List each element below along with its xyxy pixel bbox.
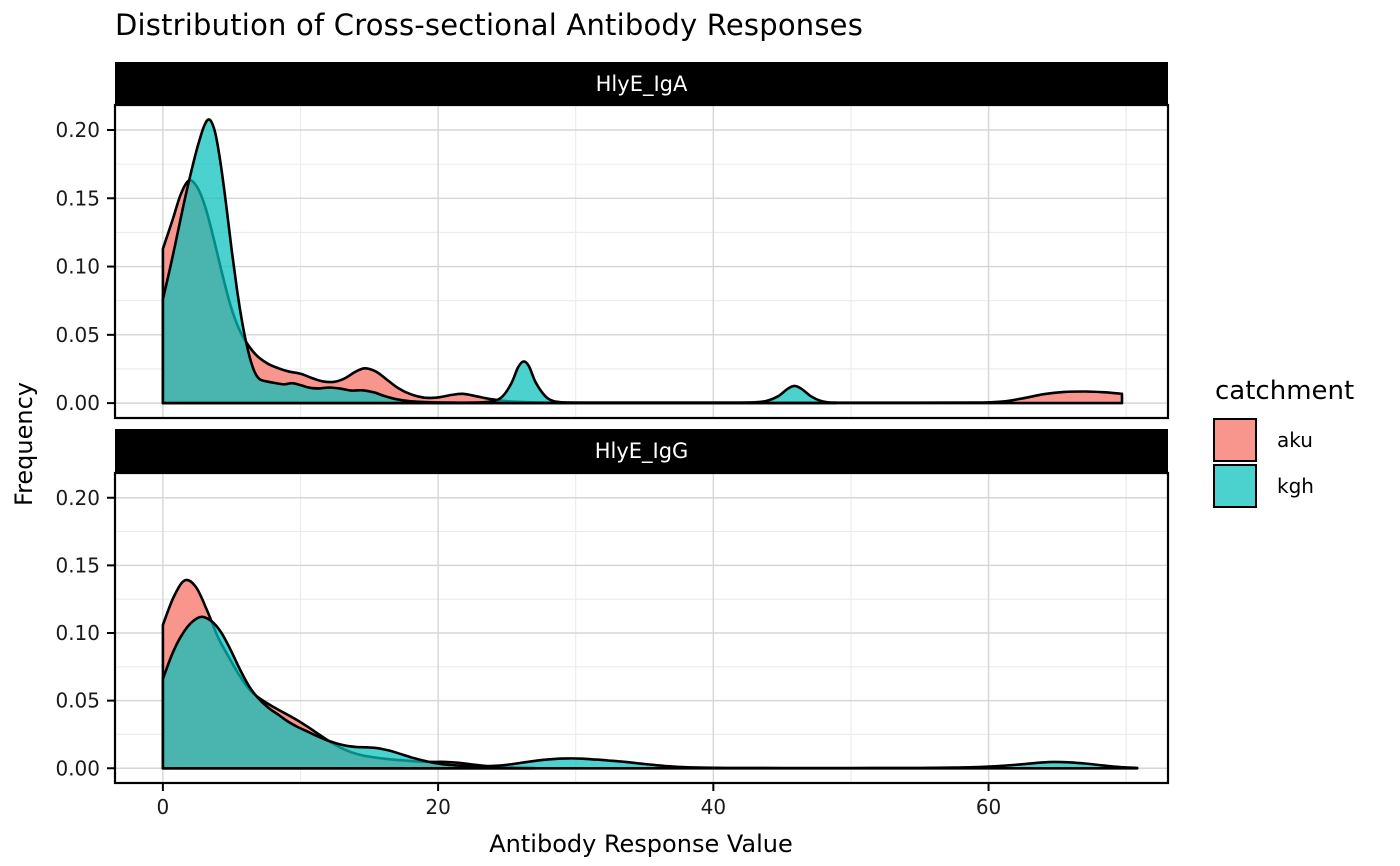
density-area-kgh-HlyE_IgG [161, 615, 1139, 770]
panel-background [115, 105, 1168, 418]
panel-border [113, 471, 1170, 785]
facet-panel-HlyE_IgG: 0.00 0.05 0.10 0.15 0.20 0 20 40 60 [55, 471, 1170, 819]
panel-border [113, 103, 1170, 420]
facet-strip-hlye-igg: HlyE_IgG [115, 429, 1168, 473]
y-tick-label: 0.10 [55, 621, 100, 645]
legend-label-aku: aku [1277, 428, 1313, 452]
legend-title: catchment [1215, 376, 1355, 406]
facet-strip-hlye-iga: HlyE_IgA [115, 62, 1168, 105]
legend-swatch-kgh [1213, 464, 1257, 508]
y-tick-label: 0.15 [55, 186, 100, 210]
x-axis-title: Antibody Response Value [489, 830, 793, 858]
facet-panel-HlyE_IgA: 0.00 0.05 0.10 0.15 0.20 [55, 103, 1170, 420]
plot-title: Distribution of Cross-sectional Antibody… [115, 8, 863, 42]
x-tick-label: 40 [701, 795, 726, 819]
legend-swatch-aku [1213, 418, 1257, 462]
y-tick-label: 0.05 [55, 689, 100, 713]
y-tick-label: 0.20 [55, 486, 100, 510]
x-tick-label: 20 [425, 795, 450, 819]
y-tick-label: 0.20 [55, 118, 100, 142]
legend-entry-aku: aku [1213, 418, 1354, 462]
y-tick-label: 0.00 [55, 756, 100, 780]
density-area-kgh-HlyE_IgA [161, 118, 838, 405]
facet-strip-label: HlyE_IgG [594, 439, 689, 463]
y-tick-label: 0.10 [55, 255, 100, 279]
x-tick-label: 60 [976, 795, 1001, 819]
legend: catchment aku kgh [1213, 376, 1354, 510]
legend-entry-kgh: kgh [1213, 464, 1354, 508]
y-tick-label: 0.00 [55, 391, 100, 415]
facet-strip-label: HlyE_IgA [595, 71, 688, 96]
legend-label-kgh: kgh [1277, 474, 1314, 498]
y-tick-label: 0.15 [55, 553, 100, 577]
y-axis-title: Frequency [10, 382, 38, 506]
y-tick-label: 0.05 [55, 323, 100, 347]
x-tick-label: 0 [157, 795, 170, 819]
